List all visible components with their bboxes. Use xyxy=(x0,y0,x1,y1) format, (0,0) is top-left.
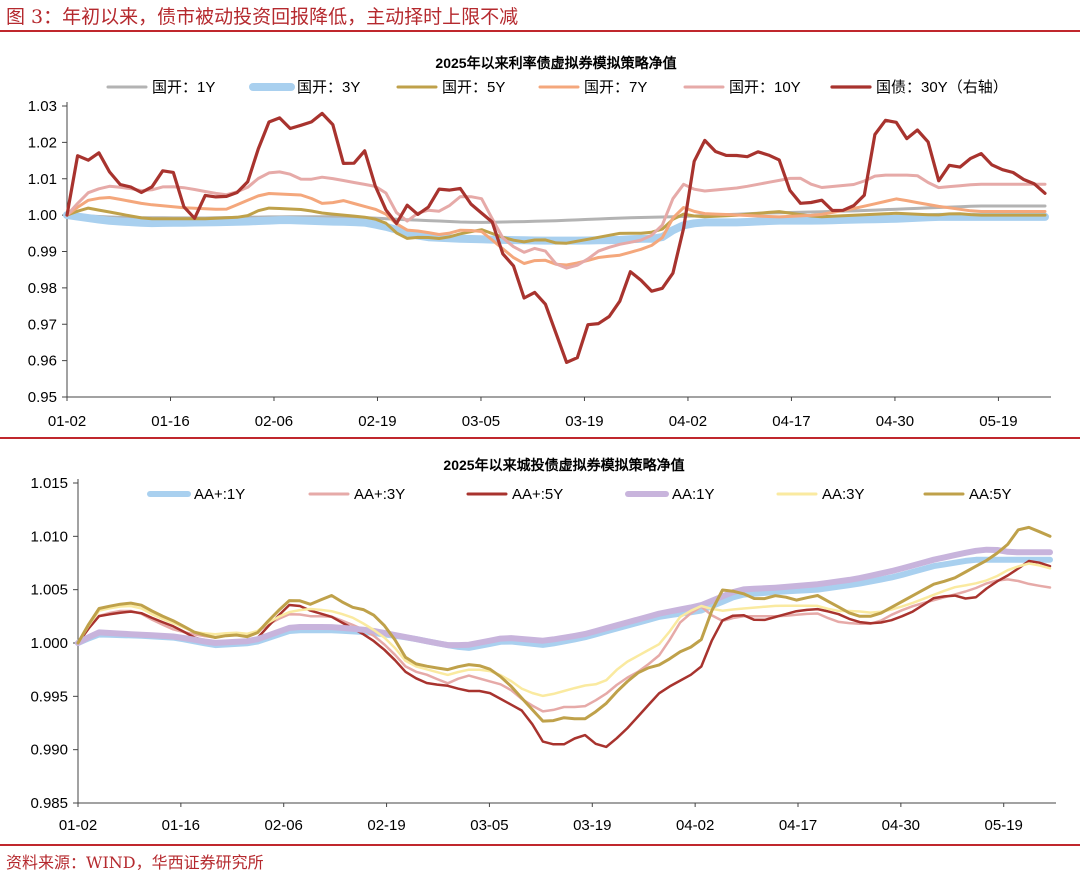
legend-label: AA+:1Y xyxy=(194,486,245,503)
y-tick-label: 1.000 xyxy=(30,635,68,652)
x-tick-label: 05-19 xyxy=(985,817,1023,834)
y-tick-label: 0.97 xyxy=(28,316,57,333)
series-line-3 xyxy=(65,206,1047,245)
legend-label: AA+:5Y xyxy=(512,486,563,503)
y-tick-label: 1.01 xyxy=(28,171,57,188)
chart-title: 2025年以来利率债虚拟券模拟策略净值 xyxy=(435,55,676,71)
x-tick-label: 03-19 xyxy=(565,413,603,430)
source-note: 资料来源：WIND，华西证券研究所 xyxy=(6,853,264,872)
series-line-6 xyxy=(65,111,1047,364)
legend-label: AA:3Y xyxy=(822,486,865,503)
x-tick-label: 03-19 xyxy=(573,817,611,834)
y-tick-label: 1.00 xyxy=(28,207,57,224)
series-line-5 xyxy=(76,562,1052,698)
y-tick-label: 1.02 xyxy=(28,134,57,151)
x-tick-label: 04-02 xyxy=(676,817,714,834)
legend-label: 国开：1Y xyxy=(152,79,215,96)
x-tick-label: 04-02 xyxy=(669,413,707,430)
rates-bond-chart: 2025年以来利率债虚拟券模拟策略净值 0.95 0.96 0.97 0.98 0.99 1… xyxy=(28,55,1051,430)
y-tick-label: 0.96 xyxy=(28,353,57,370)
legend-label: AA:1Y xyxy=(672,486,715,503)
legend-label: 国开：10Y xyxy=(729,79,801,96)
y-tick-label: 1.010 xyxy=(30,528,68,545)
y-tick-label: 0.995 xyxy=(30,688,68,705)
footer-rule xyxy=(0,844,1080,846)
y-tick-label: 1.03 xyxy=(28,98,57,115)
series-line-4 xyxy=(75,546,1053,649)
y-tick-label: 1.005 xyxy=(30,582,68,599)
x-tick-label: 02-19 xyxy=(367,817,405,834)
legend-label: 国开：5Y xyxy=(442,79,505,96)
x-tick-label: 02-06 xyxy=(255,413,293,430)
y-tick-label: 0.95 xyxy=(28,389,57,406)
x-tick-label: 03-05 xyxy=(462,413,500,430)
figure-title: 图 3：年初以来，债市被动投资回报降低，主动择时上限不减 xyxy=(6,6,519,28)
legend-label: AA:5Y xyxy=(969,486,1012,503)
y-tick-label: 0.985 xyxy=(30,795,68,812)
x-tick-label: 04-30 xyxy=(882,817,920,834)
x-tick-label: 02-06 xyxy=(265,817,303,834)
credit-bond-chart: 2025年以来城投债虚拟券模拟策略净值 0.985 0.990 0.995 1.000 1… xyxy=(30,457,1056,834)
x-tick-label: 01-02 xyxy=(59,817,97,834)
x-tick-label: 05-19 xyxy=(979,413,1017,430)
y-tick-label: 0.99 xyxy=(28,244,57,261)
legend-label: 国开：7Y xyxy=(584,79,647,96)
x-tick-label: 04-30 xyxy=(876,413,914,430)
y-tick-label: 0.98 xyxy=(28,280,57,297)
x-tick-label: 02-19 xyxy=(358,413,396,430)
chart-title: 2025年以来城投债虚拟券模拟策略净值 xyxy=(443,457,684,473)
middle-rule xyxy=(0,437,1080,439)
y-tick-label: 0.990 xyxy=(30,742,68,759)
legend-label: 国开：3Y xyxy=(297,79,360,96)
x-tick-label: 01-16 xyxy=(162,817,200,834)
series-line-6 xyxy=(76,525,1052,723)
x-tick-label: 01-16 xyxy=(151,413,189,430)
legend-label: 国债：30Y（右轴） xyxy=(876,79,1008,96)
series-line-4 xyxy=(65,192,1047,267)
series-line-2 xyxy=(63,211,1049,245)
x-tick-label: 04-17 xyxy=(779,817,817,834)
x-tick-label: 03-05 xyxy=(470,817,508,834)
x-tick-label: 04-17 xyxy=(772,413,810,430)
legend-label: AA+:3Y xyxy=(354,486,405,503)
y-tick-label: 1.015 xyxy=(30,475,68,492)
x-tick-label: 01-02 xyxy=(48,413,86,430)
header-rule xyxy=(0,30,1080,32)
